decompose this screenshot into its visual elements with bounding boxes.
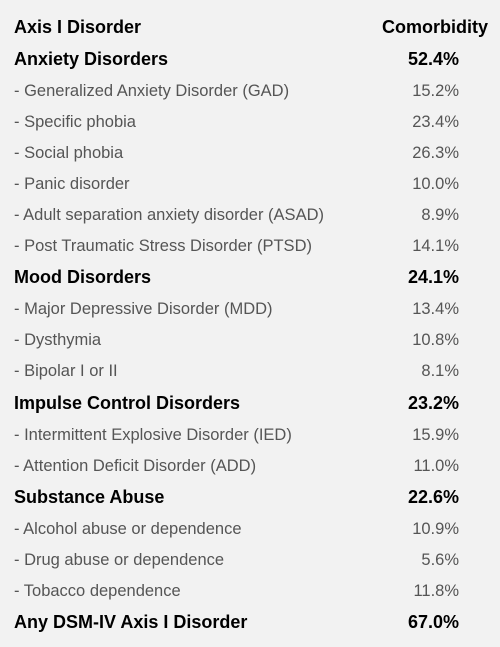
row-label: - Bipolar I or II (14, 362, 118, 380)
row-label: Impulse Control Disorders (14, 393, 241, 413)
row-value: 8.1% (421, 362, 459, 380)
row-label: Any DSM-IV Axis I Disorder (14, 612, 248, 632)
subcategory-row-drug: - Drug abuse or dependence 5.6% (0, 545, 500, 576)
row-label: - Drug abuse or dependence (14, 551, 225, 569)
row-value: 10.0% (412, 175, 459, 193)
row-label: - Alcohol abuse or dependence (14, 520, 242, 538)
row-value: 15.9% (412, 426, 459, 444)
subcategory-row-tobacco: - Tobacco dependence 11.8% (0, 576, 500, 607)
row-value: 13.4% (412, 300, 459, 318)
row-value: 11.8% (413, 582, 459, 600)
row-label: - Panic disorder (14, 175, 130, 193)
header-axis-disorder: Axis I Disorder (14, 17, 142, 37)
row-label: Anxiety Disorders (14, 49, 169, 69)
row-label: Mood Disorders (14, 267, 152, 287)
row-value: 24.1% (407, 267, 459, 287)
row-label: - Attention Deficit Disorder (ADD) (14, 457, 257, 475)
category-row-mood-disorders: Mood Disorders 24.1% (0, 262, 500, 293)
row-label: - Major Depressive Disorder (MDD) (14, 300, 273, 318)
row-value: 11.0% (413, 457, 459, 475)
category-row-substance-abuse: Substance Abuse 22.6% (0, 482, 500, 513)
subcategory-row-dysthymia: - Dysthymia 10.8% (0, 325, 500, 356)
subcategory-row-ptsd: - Post Traumatic Stress Disorder (PTSD) … (0, 231, 500, 262)
row-value: 67.0% (407, 612, 459, 632)
row-value: 10.8% (412, 331, 459, 349)
subcategory-row-bipolar: - Bipolar I or II 8.1% (0, 356, 500, 387)
subcategory-row-ied: - Intermittent Explosive Disorder (IED) … (0, 420, 500, 451)
row-label: - Specific phobia (14, 113, 136, 131)
subcategory-row-panic-disorder: - Panic disorder 10.0% (0, 169, 500, 200)
row-value: 10.9% (412, 520, 459, 538)
row-value: 15.2% (412, 82, 459, 100)
category-row-anxiety-disorders: Anxiety Disorders 52.4% (0, 44, 500, 75)
row-label: - Social phobia (14, 144, 124, 162)
row-value: 14.1% (412, 237, 459, 255)
row-label: - Dysthymia (14, 331, 102, 349)
row-label: - Generalized Anxiety Disorder (GAD) (14, 82, 290, 100)
table-header: Axis I Disorder Comorbidity (0, 12, 500, 43)
row-label: - Tobacco dependence (14, 582, 181, 600)
row-value: 26.3% (412, 144, 459, 162)
subcategory-row-mdd: - Major Depressive Disorder (MDD) 13.4% (0, 294, 500, 325)
category-row-impulse-control-disorders: Impulse Control Disorders 23.2% (0, 388, 500, 419)
row-value: 5.6% (421, 551, 459, 569)
subcategory-row-asad: - Adult separation anxiety disorder (ASA… (0, 200, 500, 231)
total-row-any-axis-i-disorder: Any DSM-IV Axis I Disorder 67.0% (0, 607, 500, 638)
subcategory-row-specific-phobia: - Specific phobia 23.4% (0, 107, 500, 138)
row-value: 8.9% (421, 206, 459, 224)
row-label: - Post Traumatic Stress Disorder (PTSD) (14, 237, 312, 255)
header-comorbidity: Comorbidity (382, 17, 488, 37)
subcategory-row-alcohol: - Alcohol abuse or dependence 10.9% (0, 514, 500, 545)
row-value: 52.4% (407, 49, 459, 69)
row-label: - Intermittent Explosive Disorder (IED) (14, 426, 292, 444)
row-label: - Adult separation anxiety disorder (ASA… (14, 206, 324, 224)
row-value: 23.4% (412, 113, 459, 131)
subcategory-row-gad: - Generalized Anxiety Disorder (GAD) 15.… (0, 76, 500, 107)
subcategory-row-add: - Attention Deficit Disorder (ADD) 11.0% (0, 451, 500, 482)
row-value: 22.6% (407, 487, 459, 507)
row-label: Substance Abuse (14, 487, 165, 507)
row-value: 23.2% (407, 393, 459, 413)
subcategory-row-social-phobia: - Social phobia 26.3% (0, 138, 500, 169)
